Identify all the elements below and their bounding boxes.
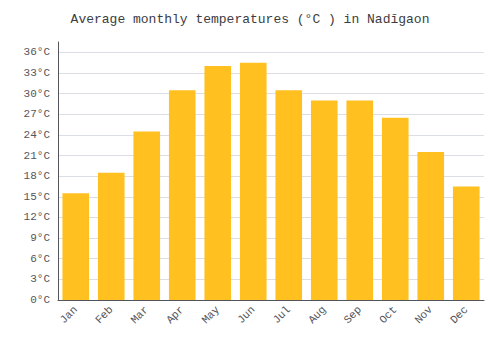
- svg-text:6°C: 6°C: [30, 253, 50, 265]
- svg-text:Average monthly temperatures (: Average monthly temperatures (°C ) in Na…: [71, 12, 430, 27]
- svg-text:Sep: Sep: [342, 304, 364, 326]
- svg-text:3°C: 3°C: [30, 273, 50, 285]
- svg-text:May: May: [200, 303, 223, 326]
- svg-text:Oct: Oct: [377, 304, 399, 326]
- svg-text:27°C: 27°C: [24, 108, 51, 120]
- svg-text:Aug: Aug: [306, 304, 328, 326]
- svg-text:9°C: 9°C: [30, 232, 50, 244]
- svg-text:Jan: Jan: [58, 304, 80, 326]
- svg-text:Mar: Mar: [129, 304, 151, 326]
- svg-text:18°C: 18°C: [24, 170, 51, 182]
- svg-text:12°C: 12°C: [24, 211, 51, 223]
- svg-text:Apr: Apr: [164, 304, 186, 326]
- svg-text:21°C: 21°C: [24, 150, 51, 162]
- svg-text:Jun: Jun: [235, 304, 257, 326]
- svg-text:Nov: Nov: [413, 303, 436, 326]
- svg-text:0°C: 0°C: [30, 294, 50, 306]
- svg-text:Feb: Feb: [93, 304, 115, 326]
- svg-text:Jul: Jul: [271, 304, 293, 326]
- svg-text:33°C: 33°C: [24, 67, 51, 79]
- svg-text:24°C: 24°C: [24, 129, 51, 141]
- svg-text:Dec: Dec: [448, 304, 470, 326]
- svg-text:30°C: 30°C: [24, 88, 51, 100]
- svg-text:36°C: 36°C: [24, 46, 51, 58]
- svg-text:15°C: 15°C: [24, 191, 51, 203]
